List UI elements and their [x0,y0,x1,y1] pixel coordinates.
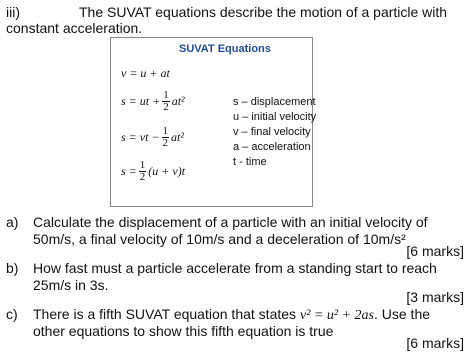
equation-rest: at² [171,94,185,108]
equation: s = ut +1 2 at² [121,90,185,113]
question-label: a) [6,214,19,230]
legend-item: t - time [233,156,267,168]
question-label: b) [6,260,19,276]
numerator: 1 [138,159,147,172]
equation-lhs: v = u + at [121,66,170,80]
question-label: c) [6,306,18,322]
question-line: There is a fifth SUVAT equation that sta… [33,306,430,324]
marks: [6 marks] [406,243,464,259]
question-line: 25m/s in 3s. [33,277,109,293]
numerator: 1 [161,125,170,138]
equation: v = u + at [121,66,170,81]
intro-text: The SUVAT equations describe the motion … [79,4,448,20]
numerator: 1 [162,89,170,102]
equation: s = 1 2 (u + v)t [121,160,185,183]
legend-item: s – displacement [233,96,316,108]
legend-item: u – initial velocity [233,111,317,123]
equation-box: SUVAT Equations v = u + at s = ut +1 2 at² s… [110,37,317,207]
equation-lhs: s = [121,164,137,178]
question-line: other equations to show this fifth equat… [33,323,334,339]
equation-rest: at² [171,130,184,144]
question-line: How fast must a particle accelerate from… [33,260,437,276]
box-title: SUVAT Equations [179,43,271,55]
marks: [3 marks] [406,289,464,305]
legend-item: v – final velocity [233,126,311,138]
marks: [6 marks] [406,335,464,351]
question-line: 50m/s, a final velocity of 10m/s and a d… [33,231,406,247]
equation-lhs: s = vt − [121,130,160,144]
question-text: There is a fifth SUVAT equation that sta… [33,306,297,322]
legend-item: a – acceleration [233,141,311,153]
equation-lhs: s = ut + [121,94,161,108]
question-text: . Use the [373,306,431,322]
denominator: 2 [162,137,169,149]
question-text: How fast must a particle accelerate from… [33,260,437,276]
intro-number: iii) [6,4,20,20]
intro-text: constant acceleration. [6,20,143,36]
equation-rest: (u + v)t [148,164,186,178]
denominator: 2 [139,171,146,183]
math: v² = u² + 2as [300,308,374,323]
question-text: Calculate the displacement of a particle… [33,214,428,230]
equation: s = vt −1 2 at² [121,126,184,149]
question-line: Calculate the displacement of a particle… [33,214,428,230]
denominator: 2 [163,101,169,113]
